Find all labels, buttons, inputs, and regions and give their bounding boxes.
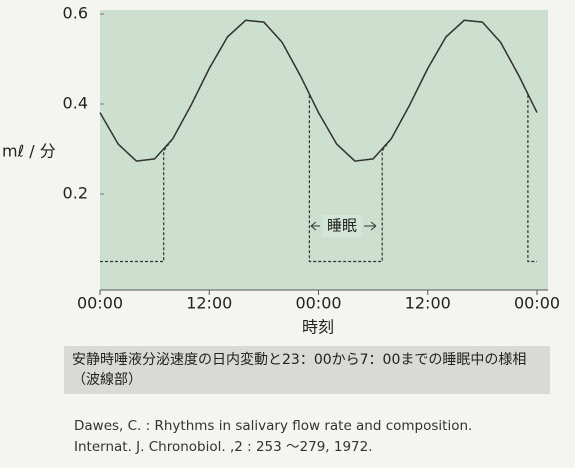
- x-tick-label: 12:00: [405, 294, 451, 313]
- reference-line: Dawes, C. : Rhythms in salivary flow rat…: [74, 418, 473, 434]
- x-axis-label: 時刻: [302, 318, 334, 337]
- y-tick-label: 0.4: [63, 94, 88, 113]
- x-tick-label: 00:00: [295, 294, 341, 313]
- annotation-arrows: [310, 221, 377, 231]
- caption: 安静時唾液分泌速度の日内変動と23：00から7：00までの睡眠中の様相（波線部）: [64, 346, 550, 394]
- x-tick-label: 12:00: [186, 294, 232, 313]
- reference: Dawes, C. : Rhythms in salivary flow rat…: [74, 416, 569, 458]
- x-tick-label: 00:00: [514, 294, 560, 313]
- annotation-bg: [322, 215, 362, 237]
- x-tick-label: 00:00: [77, 294, 123, 313]
- y-tick-label: 0.2: [63, 184, 88, 203]
- reference-line: Internat. J. Chronobiol. ,2 : 253 ～279, …: [74, 439, 373, 455]
- plot-area: [100, 10, 548, 290]
- y-axis-label: mℓ / 分: [2, 142, 56, 161]
- annotation: 睡眠: [327, 217, 357, 235]
- sleep-line: [100, 19, 537, 263]
- chart: mℓ / 分 時刻 睡眠 0.2 0.4 0.6 00:00 12:00 00:00 12:…: [2, 4, 560, 337]
- y-tick-label: 0.6: [63, 4, 88, 23]
